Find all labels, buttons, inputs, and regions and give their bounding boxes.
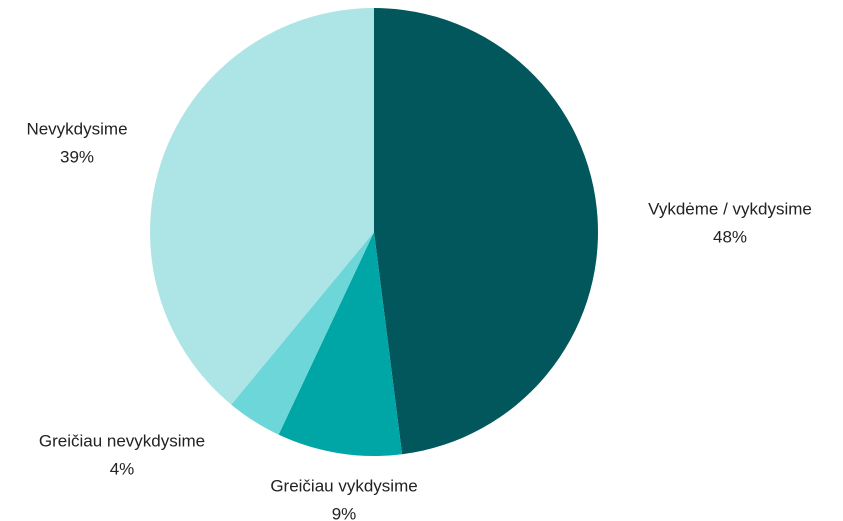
- slice-value-label: 39%: [60, 147, 94, 166]
- pie-slice: [374, 8, 599, 455]
- slice-label: Nevykdysime: [26, 119, 127, 138]
- slice-label: Greičiau vykdysime: [270, 476, 417, 495]
- slice-value-label: 9%: [332, 504, 357, 521]
- slice-label: Greičiau nevykdysime: [39, 431, 205, 450]
- pie-slice: [149, 8, 374, 405]
- pie-slice: [278, 232, 403, 457]
- slice-label: Vykdėme / vykdysime: [648, 199, 812, 218]
- pie-slice: [231, 232, 374, 435]
- slice-value-label: 48%: [713, 227, 747, 246]
- slice-value-label: 4%: [110, 459, 135, 478]
